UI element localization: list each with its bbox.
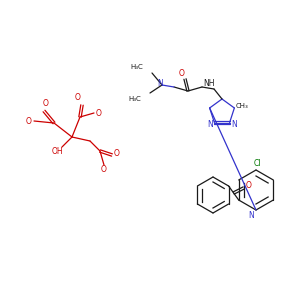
Text: OH: OH xyxy=(51,148,63,157)
Text: O: O xyxy=(101,166,107,175)
Text: N: N xyxy=(231,120,236,129)
Text: N: N xyxy=(208,120,213,129)
Text: CH₃: CH₃ xyxy=(236,103,249,109)
Text: N: N xyxy=(248,211,254,220)
Text: NH: NH xyxy=(203,79,215,88)
Text: N: N xyxy=(157,79,163,88)
Text: O: O xyxy=(43,98,49,107)
Text: H₃C: H₃C xyxy=(128,96,141,102)
Text: O: O xyxy=(179,68,185,77)
Text: Cl: Cl xyxy=(253,158,261,167)
Text: O: O xyxy=(96,109,102,118)
Text: O: O xyxy=(75,94,81,103)
Text: H₃C: H₃C xyxy=(130,64,143,70)
Text: O: O xyxy=(114,148,120,158)
Text: O: O xyxy=(26,116,32,125)
Text: O: O xyxy=(246,181,252,190)
